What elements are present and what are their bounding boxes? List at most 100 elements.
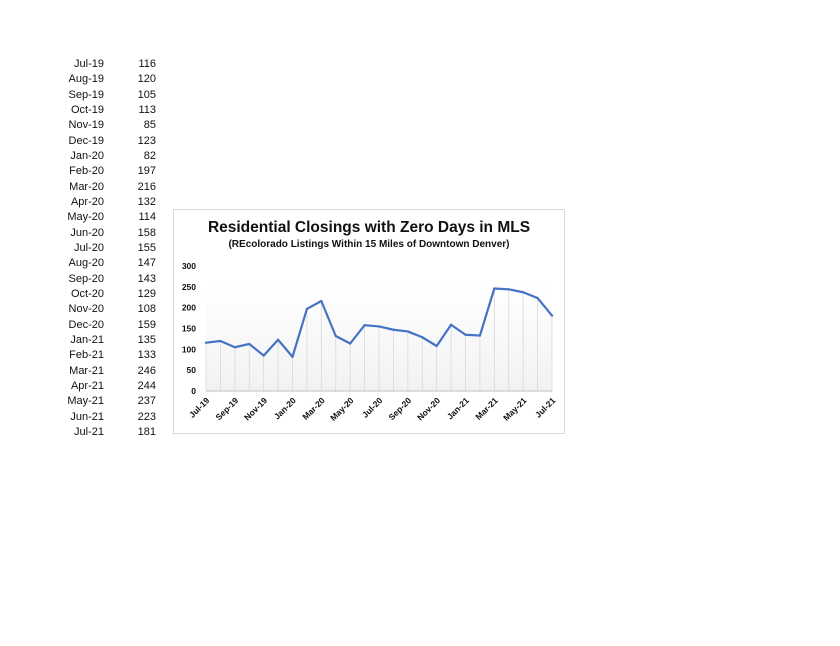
data-point xyxy=(507,288,510,291)
x-tick-label: Mar-21 xyxy=(473,395,500,422)
table-cell-month: Aug-20 xyxy=(68,257,104,270)
x-tick-label: Sep-19 xyxy=(213,395,240,422)
data-point xyxy=(435,344,438,348)
table-cell-month: Apr-20 xyxy=(70,195,104,208)
chart: Residential Closings with Zero Days in M… xyxy=(173,209,565,434)
table-cell-value: 133 xyxy=(137,349,156,362)
x-tick-label: Jan-20 xyxy=(272,395,298,421)
table-row: Oct-19 113 xyxy=(60,103,160,118)
y-tick-label: 150 xyxy=(182,324,196,334)
table-row: Sep-20 143 xyxy=(60,272,160,287)
x-tick-label: Jul-20 xyxy=(360,395,385,420)
table-cell-month: Sep-19 xyxy=(68,88,104,101)
y-tick-label: 200 xyxy=(182,303,196,313)
y-tick-label: 0 xyxy=(191,386,196,396)
table-cell-value: 114 xyxy=(138,211,156,224)
table-cell-month: Feb-20 xyxy=(69,165,104,178)
table-cell-value: 158 xyxy=(137,226,156,239)
table-cell-month: Jun-20 xyxy=(70,226,104,239)
data-point xyxy=(493,287,496,290)
data-point xyxy=(291,355,294,358)
y-tick-label: 300 xyxy=(182,261,196,271)
table-cell-month: Jul-21 xyxy=(74,425,104,438)
x-tick-label: May-21 xyxy=(501,395,529,423)
data-point xyxy=(204,341,208,344)
data-point xyxy=(392,328,395,331)
table-cell-month: Dec-20 xyxy=(68,318,104,331)
chart-title: Residential Closings with Zero Days in M… xyxy=(207,219,531,236)
table-row: Feb-20 197 xyxy=(60,164,160,179)
table-cell-month: Oct-19 xyxy=(70,103,104,116)
data-point xyxy=(305,307,309,311)
table-cell-month: Mar-20 xyxy=(69,180,104,193)
data-point xyxy=(421,336,424,339)
data-point xyxy=(276,338,280,341)
data-point xyxy=(464,333,467,336)
data-point xyxy=(536,296,539,300)
data-table: Jul-19 116 Aug-19 120 Sep-19 105 Oct-19 113 Nov-… xyxy=(60,57,160,440)
table-cell-month: Sep-20 xyxy=(68,272,104,285)
data-point xyxy=(449,323,453,326)
table-row: Mar-20 216 xyxy=(60,180,160,195)
table-cell-month: Jul-19 xyxy=(74,58,104,70)
table-row: Feb-21 133 xyxy=(60,348,160,363)
x-tick-label: May-20 xyxy=(328,395,356,423)
y-tick-label: 50 xyxy=(187,365,197,375)
table-cell-value: 237 xyxy=(137,395,156,408)
table-cell-month: Oct-20 xyxy=(70,287,104,300)
table-cell-value: 108 xyxy=(137,303,156,316)
data-point xyxy=(320,299,323,303)
table-row: Sep-19 105 xyxy=(60,88,160,103)
data-point xyxy=(406,330,409,333)
data-point xyxy=(233,346,236,349)
table-row: Dec-19 123 xyxy=(60,134,160,149)
x-tick-label: Jul-21 xyxy=(533,395,558,420)
x-tick-label: Jan-21 xyxy=(445,395,471,421)
table-row: Jun-21 223 xyxy=(60,410,160,425)
data-point xyxy=(262,354,265,357)
x-tick-label: Nov-20 xyxy=(415,395,442,422)
table-cell-value: 113 xyxy=(138,103,156,116)
table-row: May-21 237 xyxy=(60,394,160,409)
table-cell-value: 147 xyxy=(137,257,156,270)
table-row: Jan-21 135 xyxy=(60,333,160,348)
data-point xyxy=(219,339,222,343)
table-row: Apr-21 244 xyxy=(60,379,160,394)
table-cell-value: 216 xyxy=(137,180,156,193)
table-cell-month: Jan-21 xyxy=(70,333,104,346)
table-cell-value: 181 xyxy=(137,425,156,438)
table-cell-value: 129 xyxy=(137,287,156,300)
table-cell-month: May-20 xyxy=(67,211,104,224)
table-cell-month: Aug-19 xyxy=(68,73,104,86)
x-tick-label: Jul-19 xyxy=(187,395,212,420)
table-cell-value: 197 xyxy=(137,165,156,178)
data-point xyxy=(334,334,337,338)
table-row: Dec-20 159 xyxy=(60,318,160,333)
table-cell-month: Apr-21 xyxy=(70,379,104,392)
table-cell-value: 85 xyxy=(143,119,156,132)
data-point xyxy=(377,325,381,328)
table-row: Nov-20 108 xyxy=(60,302,160,317)
table-cell-value: 105 xyxy=(137,88,156,101)
table-cell-month: Jul-20 xyxy=(74,241,104,254)
table-cell-month: Mar-21 xyxy=(69,364,104,377)
table-cell-value: 82 xyxy=(143,149,156,162)
data-point xyxy=(363,324,366,327)
table-cell-value: 123 xyxy=(137,134,156,147)
x-tick-label: Sep-20 xyxy=(386,395,413,422)
data-point xyxy=(248,342,251,346)
table-cell-month: Nov-20 xyxy=(68,303,104,316)
table-cell-value: 244 xyxy=(137,379,156,392)
y-tick-label: 100 xyxy=(182,344,196,354)
table-cell-value: 223 xyxy=(137,410,156,423)
table-row: Aug-20 147 xyxy=(60,256,160,271)
data-point xyxy=(349,342,352,345)
chart-subtitle: (REcolorado Listings Within 15 Miles of … xyxy=(228,239,510,250)
table-row: Aug-19 120 xyxy=(60,72,160,87)
table-cell-value: 132 xyxy=(137,195,156,208)
x-tick-label: Mar-20 xyxy=(300,395,327,422)
table-row: Jul-20 155 xyxy=(60,241,160,256)
table-cell-value: 116 xyxy=(138,58,156,70)
x-tick-label: Nov-19 xyxy=(242,395,269,422)
